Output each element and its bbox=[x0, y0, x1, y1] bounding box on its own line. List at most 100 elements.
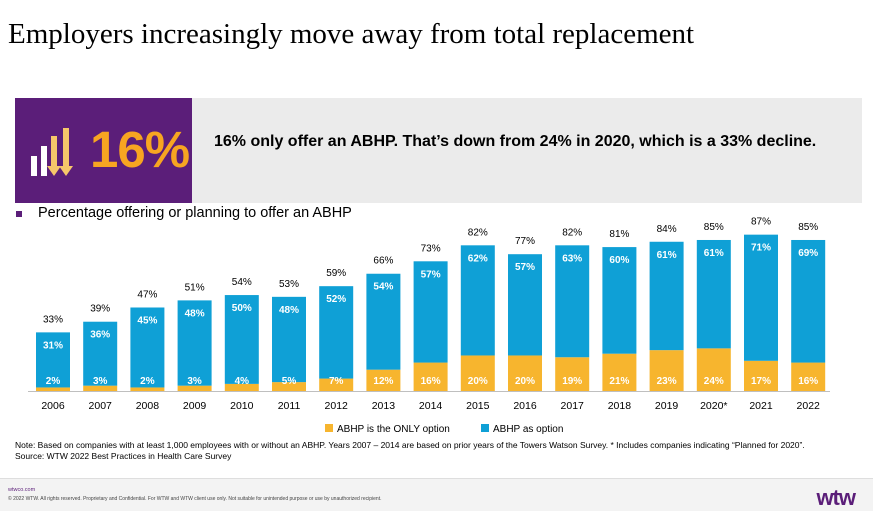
bar-only-option bbox=[83, 385, 118, 391]
legend-label-only-option: ABHP is the ONLY option bbox=[337, 424, 450, 435]
highlight-banner: 16% 16% only offer an ABHP. That’s down … bbox=[15, 98, 862, 203]
bar-only-option bbox=[460, 355, 495, 391]
bar-only-option bbox=[649, 350, 684, 391]
label-as-option: 45% bbox=[137, 315, 157, 326]
stat-badge: 16% bbox=[15, 98, 192, 203]
legend-swatch-as-option bbox=[481, 424, 489, 432]
label-as-option: 50% bbox=[232, 303, 252, 314]
x-tick-label: 2014 bbox=[419, 400, 443, 412]
bar-as-option bbox=[83, 321, 118, 386]
x-tick-label: 2008 bbox=[136, 400, 160, 412]
x-tick-label: 2006 bbox=[41, 400, 65, 412]
label-as-option: 62% bbox=[468, 253, 488, 264]
x-tick-label: 2015 bbox=[466, 400, 490, 412]
bar-only-option bbox=[272, 382, 306, 391]
footer-website-link[interactable]: wtwco.com bbox=[8, 487, 36, 493]
footnote-note: Note: Based on companies with at least 1… bbox=[15, 440, 805, 450]
label-only-option: 16% bbox=[798, 376, 818, 387]
label-total: 81% bbox=[609, 229, 629, 240]
label-as-option: 69% bbox=[798, 248, 818, 259]
label-only-option: 2% bbox=[140, 376, 155, 387]
bullet-marker bbox=[16, 211, 22, 217]
label-as-option: 63% bbox=[562, 253, 582, 264]
banner-statement: 16% only offer an ABHP. That’s down from… bbox=[214, 133, 817, 150]
footer-legal-text: © 2022 WTW. All rights reserved. Proprie… bbox=[8, 496, 382, 502]
bar-as-option bbox=[272, 296, 306, 383]
label-as-option: 52% bbox=[326, 294, 346, 305]
label-as-option: 60% bbox=[609, 255, 629, 266]
x-tick-label: 2017 bbox=[561, 400, 585, 412]
bar-only-option bbox=[508, 355, 542, 391]
x-tick-label: 2007 bbox=[89, 400, 113, 412]
x-tick-label: 2016 bbox=[513, 400, 537, 412]
bar-as-option bbox=[319, 286, 354, 379]
bar-as-option bbox=[460, 245, 495, 356]
label-as-option: 31% bbox=[43, 340, 63, 351]
label-total: 54% bbox=[232, 277, 252, 288]
label-only-option: 21% bbox=[609, 376, 629, 387]
bar-only-option bbox=[413, 362, 448, 391]
label-only-option: 4% bbox=[235, 376, 250, 387]
bar-as-option bbox=[224, 295, 259, 384]
label-only-option: 12% bbox=[373, 376, 393, 387]
bar-as-option bbox=[744, 234, 778, 361]
label-as-option: 48% bbox=[185, 308, 205, 319]
bar-as-option bbox=[413, 261, 448, 363]
bar-only-option bbox=[224, 383, 259, 391]
bar-as-option bbox=[791, 239, 826, 363]
x-tick-label: 2018 bbox=[608, 400, 632, 412]
label-total: 51% bbox=[185, 282, 205, 293]
bar-as-option bbox=[366, 273, 401, 370]
bar-only-option bbox=[744, 360, 778, 391]
label-as-option: 61% bbox=[657, 250, 677, 261]
label-as-option: 36% bbox=[90, 330, 110, 341]
bar-as-option bbox=[508, 254, 542, 356]
bar-only-option bbox=[696, 348, 731, 391]
bar-as-option bbox=[649, 241, 684, 351]
label-total: 47% bbox=[137, 289, 157, 300]
legend-label-as-option: ABHP as option bbox=[493, 424, 563, 435]
label-total: 85% bbox=[704, 222, 724, 233]
label-as-option: 57% bbox=[515, 262, 535, 273]
legend-swatch-only-option bbox=[325, 424, 333, 432]
label-total: 33% bbox=[43, 314, 63, 325]
x-tick-label: 2010 bbox=[230, 400, 254, 412]
label-total: 53% bbox=[279, 279, 299, 290]
label-total: 82% bbox=[468, 227, 488, 238]
bar-only-option bbox=[366, 369, 401, 391]
bar-only-option bbox=[319, 378, 354, 391]
bar-only-option bbox=[36, 387, 70, 391]
label-total: 66% bbox=[373, 256, 393, 267]
bar-as-option bbox=[130, 307, 165, 388]
stat-value: 16% bbox=[90, 121, 190, 178]
footnote-source: Source: WTW 2022 Best Practices in Healt… bbox=[15, 451, 232, 461]
bar-only-option bbox=[602, 353, 637, 391]
x-tick-label: 2013 bbox=[372, 400, 396, 412]
x-tick-label: 2011 bbox=[278, 400, 301, 412]
x-tick-label: 2012 bbox=[325, 400, 349, 412]
slide-title: Employers increasingly move away from to… bbox=[8, 18, 695, 50]
label-total: 84% bbox=[657, 224, 677, 235]
bar-only-option bbox=[555, 357, 590, 391]
bar-as-option bbox=[602, 247, 637, 354]
label-only-option: 19% bbox=[562, 376, 582, 387]
label-as-option: 61% bbox=[704, 248, 724, 259]
bar-as-option bbox=[177, 300, 212, 386]
label-total: 77% bbox=[515, 236, 535, 247]
label-as-option: 48% bbox=[279, 305, 299, 316]
label-as-option: 71% bbox=[751, 243, 771, 254]
bar-as-option bbox=[555, 245, 590, 358]
label-only-option: 3% bbox=[93, 376, 108, 387]
wtw-logo: wtw bbox=[816, 485, 856, 510]
label-only-option: 2% bbox=[46, 376, 61, 387]
footnote: Note: Based on companies with at least 1… bbox=[15, 440, 865, 462]
label-total: 87% bbox=[751, 217, 771, 228]
label-total: 39% bbox=[90, 304, 110, 315]
bar-only-option bbox=[177, 385, 212, 391]
chart-title: Percentage offering or planning to offer… bbox=[38, 205, 352, 221]
bar-only-option bbox=[130, 387, 165, 391]
label-only-option: 23% bbox=[657, 376, 677, 387]
label-total: 73% bbox=[421, 243, 441, 254]
label-only-option: 24% bbox=[704, 376, 724, 387]
label-only-option: 5% bbox=[282, 376, 297, 387]
